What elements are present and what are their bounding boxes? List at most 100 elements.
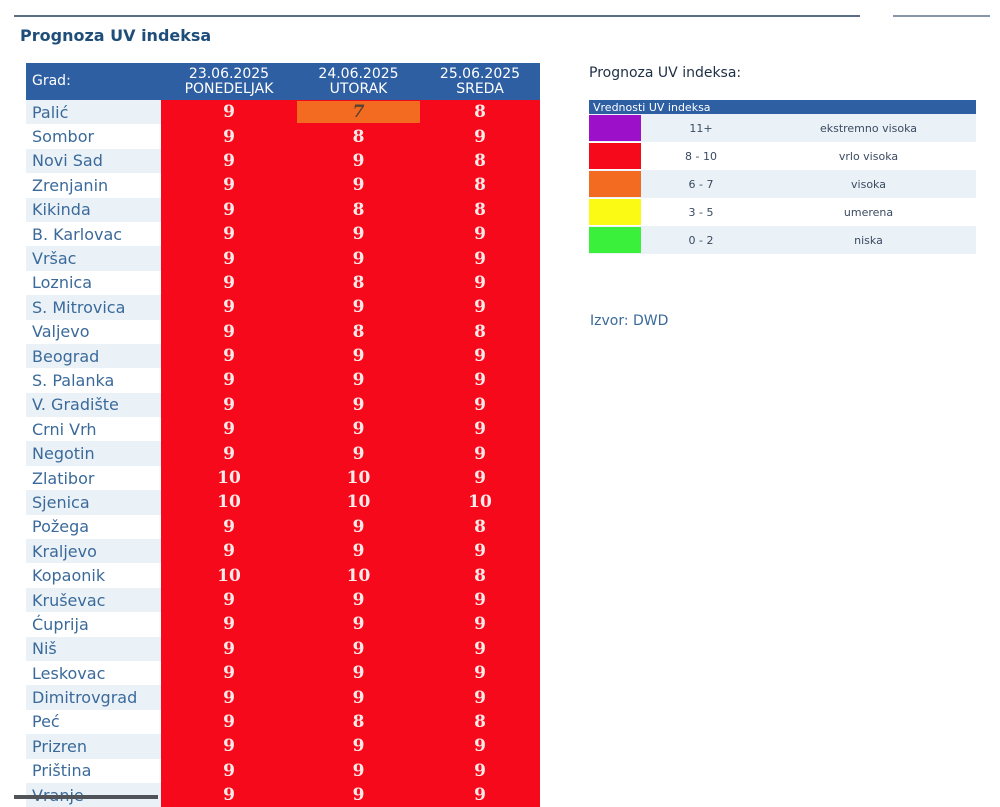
city-name: S. Mitrovica	[26, 295, 161, 320]
uv-value: 9	[223, 321, 235, 342]
uv-value: 9	[474, 638, 486, 659]
uv-value: 8	[352, 126, 365, 147]
uv-value-cell: 10	[161, 563, 297, 588]
uv-value: 9	[352, 638, 365, 659]
uv-value-cell: 9	[161, 636, 297, 661]
city-column-header: Grad:	[26, 63, 161, 100]
table-header-row: Grad: 23.06.2025 PONEDELJAK 24.06.2025 UTO…	[26, 63, 540, 100]
uv-value-cell: 9	[420, 587, 540, 613]
color-swatch-icon	[589, 143, 641, 169]
uv-value: 9	[223, 443, 235, 464]
day-date: 25.06.2025	[439, 65, 521, 82]
table-row: Zlatibor 10 10 9	[26, 465, 540, 491]
uv-value: 9	[474, 419, 486, 440]
table-row: Loznica 9 8 9	[26, 270, 540, 296]
city-name: Negotin	[26, 441, 161, 466]
uv-value-cell: 8	[297, 197, 420, 222]
uv-value-cell: 9	[297, 734, 420, 759]
uv-value: 8	[474, 565, 486, 586]
uv-value: 9	[352, 760, 365, 781]
color-swatch-icon	[589, 227, 641, 253]
uv-value-cell: 9	[420, 539, 540, 564]
uv-value: 9	[352, 590, 365, 610]
city-name: Kruševac	[26, 587, 161, 613]
uv-value: 9	[474, 468, 486, 489]
uv-value: 10	[346, 565, 371, 586]
legend-swatch-cell	[589, 198, 641, 226]
table-row: S. Palanka 9 9 9	[26, 368, 540, 393]
legend-label: vrlo visoka	[761, 142, 976, 170]
city-name: Beograd	[26, 343, 161, 369]
legend-row: 11+ ekstremno visoka	[589, 114, 976, 142]
uv-value-cell: 9	[297, 636, 420, 661]
legend-range: 8 - 10	[641, 142, 761, 170]
uv-value-cell: 9	[297, 514, 420, 540]
uv-value: 9	[352, 663, 365, 684]
uv-value-cell: 9	[161, 319, 297, 344]
uv-value-cell: 8	[420, 514, 540, 540]
legend-row: 3 - 5 umerena	[589, 198, 976, 226]
uv-legend-table: Vrednosti UV indeksa 11+ ekstremno visoka…	[589, 100, 976, 254]
uv-value-cell: 9	[161, 124, 297, 149]
uv-value-cell: 9	[420, 782, 540, 807]
uv-value: 9	[223, 785, 235, 806]
uv-value-cell: 9	[420, 636, 540, 661]
uv-value: 8	[474, 175, 486, 196]
uv-value: 9	[352, 614, 365, 635]
uv-value-cell: 9	[420, 343, 540, 369]
uv-value-cell: 8	[420, 319, 540, 344]
page-title: Prognoza UV indeksa	[20, 26, 212, 45]
uv-value: 9	[474, 785, 486, 806]
day-column-header: 24.06.2025 UTORAK	[297, 63, 420, 100]
day-date: 23.06.2025	[188, 65, 270, 82]
uv-value: 9	[352, 394, 365, 415]
uv-value: 9	[474, 248, 486, 269]
uv-value: 10	[217, 492, 241, 513]
table-row: Novi Sad 9 9 8	[26, 148, 540, 174]
uv-value-cell: 9	[297, 441, 420, 466]
table-row: Sjenica 10 10 10	[26, 490, 540, 515]
legend-header: Vrednosti UV indeksa	[589, 100, 976, 114]
legend-title: Prognoza UV indeksa:	[589, 65, 742, 81]
uv-forecast-table: Grad: 23.06.2025 PONEDELJAK 24.06.2025 UTO…	[26, 63, 540, 807]
uv-value: 9	[352, 516, 365, 537]
table-row: Niš 9 9 9	[26, 636, 540, 661]
uv-value-cell: 9	[420, 660, 540, 686]
uv-value: 9	[474, 370, 486, 391]
uv-value-cell: 9	[420, 417, 540, 442]
uv-value-cell: 9	[297, 368, 420, 393]
uv-value-cell: 9	[161, 758, 297, 783]
uv-value-cell: 9	[161, 514, 297, 540]
legend-swatch-cell	[589, 142, 641, 170]
uv-value-cell: 9	[420, 734, 540, 759]
uv-value: 9	[352, 370, 365, 391]
uv-value-cell: 9	[420, 758, 540, 783]
uv-value-cell: 9	[420, 270, 540, 296]
uv-value: 9	[223, 175, 235, 196]
source-note: Izvor: DWD	[590, 313, 669, 329]
uv-value-cell: 9	[161, 295, 297, 320]
uv-value-cell: 8	[297, 319, 420, 344]
uv-value-cell: 8	[420, 173, 540, 198]
uv-value-cell: 8	[420, 100, 540, 125]
horizontal-scrollbar[interactable]	[14, 795, 158, 799]
table-row: Leskovac 9 9 9	[26, 660, 540, 686]
uv-value: 9	[352, 224, 365, 245]
uv-value-cell: 9	[161, 100, 297, 125]
city-name: Peć	[26, 709, 161, 735]
uv-value-cell: 9	[297, 539, 420, 564]
uv-value: 9	[474, 346, 486, 367]
uv-value: 9	[223, 126, 235, 147]
uv-value: 9	[474, 443, 486, 464]
uv-value-cell: 9	[161, 660, 297, 686]
legend-row: 0 - 2 niska	[589, 226, 976, 254]
uv-value-cell: 9	[161, 270, 297, 296]
uv-value-cell: 8	[297, 709, 420, 735]
uv-value: 9	[352, 541, 365, 562]
city-name: Vršac	[26, 246, 161, 271]
legend-label: ekstremno visoka	[761, 114, 976, 142]
legend-swatch-cell	[589, 114, 641, 142]
uv-value-cell: 9	[297, 295, 420, 320]
uv-value: 9	[223, 224, 235, 245]
table-row: Požega 9 9 8	[26, 514, 540, 540]
